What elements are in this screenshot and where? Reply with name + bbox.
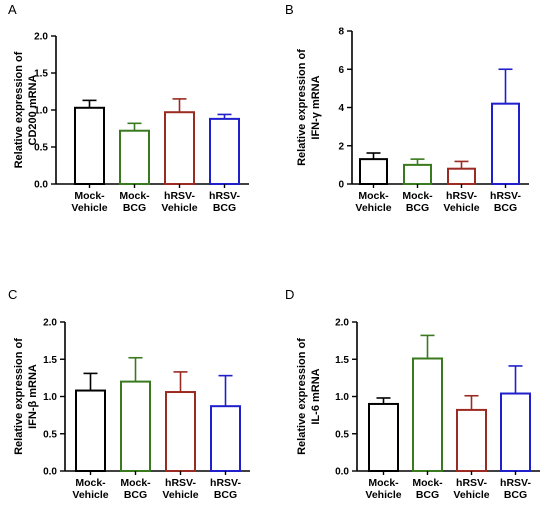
y-tick-label: 2 xyxy=(338,141,344,152)
panel-d: D Relative expression of IL-6 mRNA 0.0 0.5 1.… xyxy=(285,287,540,501)
y-tick-label: 0.0 xyxy=(335,467,349,478)
y-tick-label: 0.0 xyxy=(43,467,57,478)
panel-letter: B xyxy=(285,2,294,17)
y-axis-label: IFN-γ mRNA xyxy=(310,75,322,139)
x-tick-label: Vehicle xyxy=(443,202,479,214)
x-tick-label: BCG xyxy=(214,489,237,501)
x-tick-label: hRSV- xyxy=(490,190,521,202)
y-tick-label: 0.5 xyxy=(335,429,349,440)
bar xyxy=(210,405,241,472)
x-tick-label: BCG xyxy=(504,489,527,501)
y-tick-label: 0.0 xyxy=(34,180,48,191)
bar xyxy=(164,111,195,185)
y-axis-label: CD200 mRNA xyxy=(27,74,39,145)
bar xyxy=(412,357,443,473)
x-tick-label: BCG xyxy=(213,202,236,214)
x-tick-label: Vehicle xyxy=(72,489,108,501)
bar xyxy=(209,117,240,185)
x-tick-label: Mock- xyxy=(74,190,105,202)
panel-a: A Relative expression of CD200 mRNA 0.0 0.5 1… xyxy=(8,2,249,214)
y-tick-label: 0 xyxy=(338,180,344,191)
x-tick-label: Vehicle xyxy=(365,489,401,501)
y-tick-label: 6 xyxy=(338,65,344,76)
panel-letter: C xyxy=(8,287,17,302)
x-tick-label: BCG xyxy=(494,202,517,214)
y-tick-label: 2.0 xyxy=(34,32,48,43)
bar xyxy=(119,129,150,185)
x-tick-label: hRSV- xyxy=(210,477,241,489)
x-tick-label: hRSV- xyxy=(456,477,487,489)
x-tick-label: Mock- xyxy=(412,477,443,489)
panel-letter: A xyxy=(8,2,17,17)
bar xyxy=(368,402,399,473)
bar xyxy=(359,158,388,185)
x-tick-label: hRSV- xyxy=(500,477,531,489)
y-tick-label: 8 xyxy=(338,27,344,38)
bar xyxy=(403,163,432,185)
bar xyxy=(491,102,520,185)
x-tick-label: hRSV- xyxy=(446,190,477,202)
x-tick-label: hRSV- xyxy=(209,190,240,202)
y-tick-label: 2.0 xyxy=(335,318,349,329)
panel-b: B Relative expression of IFN-γ mRNA 0 2 4 6 8 Mo… xyxy=(285,2,529,214)
x-tick-label: Mock- xyxy=(402,190,433,202)
x-tick-label: Vehicle xyxy=(161,202,197,214)
bar xyxy=(74,106,105,185)
y-axis-label: Relative expression of xyxy=(296,49,308,166)
x-tick-label: Mock- xyxy=(75,477,106,489)
y-tick-label: 1.0 xyxy=(43,392,57,403)
y-tick-label: 1.0 xyxy=(335,392,349,403)
y-tick-label: 1.5 xyxy=(335,355,349,366)
x-tick-label: Vehicle xyxy=(355,202,391,214)
x-tick-label: Mock- xyxy=(120,477,151,489)
x-tick-label: Vehicle xyxy=(71,202,107,214)
bar xyxy=(165,391,196,472)
y-tick-label: 0.5 xyxy=(34,143,48,154)
x-tick-label: BCG xyxy=(416,489,439,501)
y-axis-label: Relative expression of xyxy=(296,338,308,455)
bar xyxy=(456,408,487,473)
x-tick-label: hRSV- xyxy=(164,190,195,202)
y-tick-label: 1.5 xyxy=(43,355,57,366)
bar xyxy=(75,389,106,473)
bar xyxy=(120,380,151,473)
panel-c: C Relative expression of IFN-β mRNA 0.0 0.5 1… xyxy=(8,287,250,501)
panel-letter: D xyxy=(285,287,294,302)
y-axis-label: Relative expression of xyxy=(13,338,25,455)
y-tick-label: 0.5 xyxy=(43,429,57,440)
x-tick-label: BCG xyxy=(123,202,146,214)
bar xyxy=(447,167,476,185)
x-tick-label: Vehicle xyxy=(453,489,489,501)
x-tick-label: Vehicle xyxy=(162,489,198,501)
x-tick-label: BCG xyxy=(124,489,147,501)
x-tick-label: BCG xyxy=(406,202,429,214)
y-axis-label: IL-6 mRNA xyxy=(310,368,322,424)
y-tick-label: 4 xyxy=(338,103,344,114)
y-tick-label: 1.0 xyxy=(34,106,48,117)
y-tick-label: 2.0 xyxy=(43,318,57,329)
y-axis-label: Relative expression of xyxy=(13,51,25,168)
x-tick-label: hRSV- xyxy=(165,477,196,489)
x-tick-label: Mock- xyxy=(368,477,399,489)
y-tick-label: 1.5 xyxy=(34,69,48,80)
y-axis-label: IFN-β mRNA xyxy=(27,364,39,429)
bar xyxy=(500,392,531,472)
x-tick-label: Mock- xyxy=(119,190,150,202)
x-tick-label: Mock- xyxy=(358,190,389,202)
